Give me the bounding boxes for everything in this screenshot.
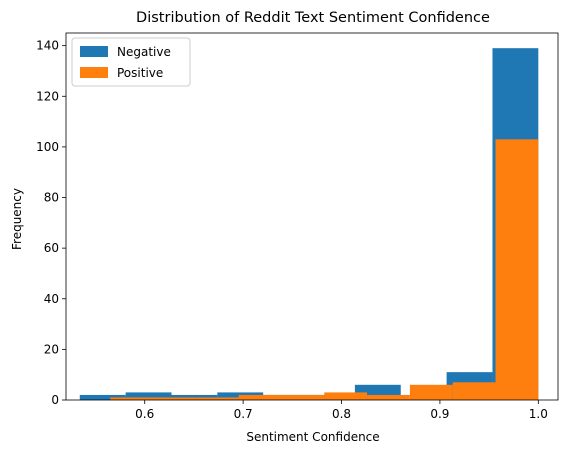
positive-bar	[281, 394, 325, 400]
positive-bar	[324, 392, 368, 400]
plot-frame	[65, 32, 559, 401]
y-tick-label: 80	[44, 191, 59, 205]
chart-title: Distribution of Reddit Text Sentiment Co…	[136, 10, 490, 26]
positive-legend-label: Positive	[117, 66, 163, 80]
positive-bar	[110, 397, 154, 400]
y-axis-label: Frequency	[10, 188, 24, 250]
y-tick-label: 40	[44, 292, 59, 306]
axes-layer: 0.6 0.7 0.8 0.9 1.0 0 20 40 60 80 100 120 140	[36, 32, 559, 421]
x-tick-label: 1.0	[529, 407, 548, 421]
y-tick-label: 100	[36, 140, 59, 154]
positive-bar	[195, 397, 239, 400]
positive-bar	[367, 394, 410, 400]
positive-legend-swatch	[80, 67, 108, 78]
x-tick-label: 0.9	[430, 407, 449, 421]
x-tick-label: 0.8	[332, 407, 351, 421]
x-axis-label: Sentiment Confidence	[246, 430, 379, 444]
negative-legend-swatch	[80, 46, 108, 57]
legend: Negative Positive	[71, 37, 191, 87]
positive-bar	[153, 397, 196, 400]
positive-bar	[495, 139, 539, 401]
y-tick-label: 20	[44, 342, 59, 356]
y-tick-label: 140	[36, 39, 59, 53]
x-tick-label: 0.6	[135, 407, 154, 421]
negative-bar	[79, 394, 126, 400]
y-tick-label: 60	[44, 241, 59, 255]
bars-layer	[79, 48, 539, 401]
negative-legend-label: Negative	[117, 45, 171, 59]
x-tick-label: 0.7	[234, 407, 253, 421]
y-tick-label: 0	[51, 393, 59, 407]
negative-bar	[125, 392, 172, 400]
positive-bar	[238, 394, 282, 400]
positive-bar	[452, 382, 496, 400]
positive-bar	[409, 384, 453, 400]
y-tick-label: 120	[36, 89, 59, 103]
